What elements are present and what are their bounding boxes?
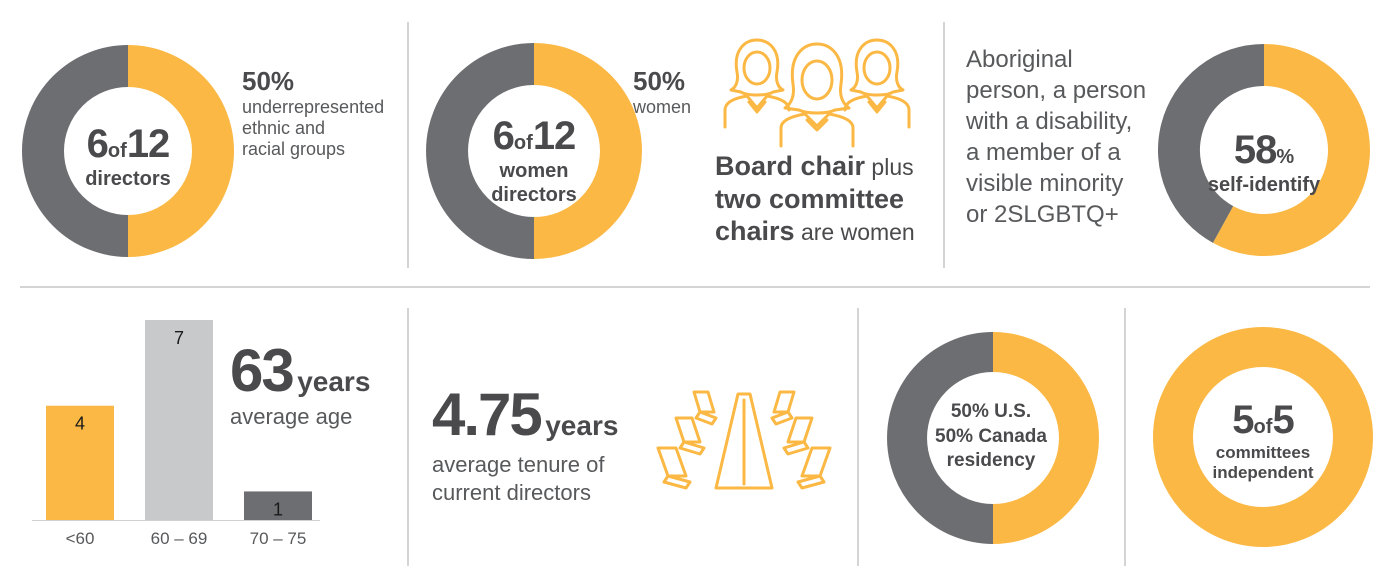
directors-diversity-donut — [22, 45, 234, 257]
women-label-1: women — [499, 160, 569, 182]
women-pct: 50% — [633, 66, 686, 96]
women-total: 12 — [532, 114, 576, 158]
ca-pct: 50 — [935, 426, 957, 447]
committees-label-1: committees — [1215, 443, 1311, 462]
age-bar-category-1: 60 – 69 — [151, 529, 208, 548]
age-desc: average age — [230, 404, 353, 429]
committees-label-2: independent — [1212, 463, 1314, 482]
divider — [857, 308, 859, 566]
are-women: are women — [794, 219, 915, 245]
directors-count: 6 — [86, 122, 109, 166]
age-bar-0 — [46, 405, 114, 520]
women-donut — [426, 43, 642, 259]
para-line-1: Aboriginal — [966, 46, 1073, 73]
pct-symbol: % — [1276, 146, 1295, 168]
self-identify-pct: 58 — [1233, 128, 1277, 172]
committees-donut — [1153, 327, 1373, 547]
board-chair-plus: plus — [865, 154, 914, 180]
tenure-desc-1: average tenure of — [432, 452, 605, 477]
age-bar-2 — [244, 491, 312, 520]
directors-total: 12 — [126, 122, 170, 166]
age-stat: 63 years average age — [230, 336, 370, 431]
diversity-stat: 50% underrepresented ethnic and racial g… — [242, 66, 384, 160]
board-chair-text: Board chair plus two committee chairs ar… — [715, 150, 940, 248]
donut-slice-u-s- — [887, 332, 994, 544]
donut-slice-women — [533, 43, 642, 259]
age-bar-category-0: <60 — [66, 529, 95, 548]
self-identify-label: self-identify — [1207, 174, 1321, 196]
tenure-stat: 4.75 years average tenure of current dir… — [432, 380, 618, 507]
divider — [1124, 308, 1126, 566]
diversity-pct: 50% — [242, 66, 295, 96]
divider — [407, 22, 409, 268]
tenure-desc-2: current directors — [432, 480, 591, 505]
women-center: 6of12 women directors — [445, 114, 623, 207]
para-line-6: or 2SLGBTQ+ — [966, 201, 1119, 228]
age-bar-chart: 4 <60 7 60 – 69 1 70 – 75 — [32, 320, 320, 548]
donut-slice-other — [22, 45, 129, 257]
women-group-icon — [723, 38, 911, 148]
women-count: 6 — [492, 114, 515, 158]
self-identify-paragraph: Aboriginal person, a person with a disab… — [966, 44, 1146, 230]
age-unit: years — [297, 366, 371, 397]
age-value: 63 — [230, 337, 295, 404]
women-label-2: directors — [491, 184, 577, 206]
divider — [943, 22, 945, 268]
directors-label: directors — [85, 168, 171, 190]
age-bar-value-0: 4 — [75, 414, 85, 434]
of-text: of — [1253, 416, 1273, 438]
chairs: chairs — [715, 216, 795, 246]
board-chair-bold: Board chair — [715, 151, 866, 181]
committees-count: 5 — [1232, 398, 1254, 442]
directors-diversity-center: 6of12 directors — [40, 122, 216, 191]
para-line-3: with a disability, — [966, 108, 1133, 135]
self-identify-center: 58% self-identify — [1176, 128, 1352, 197]
committees-center: 5of5 committees independent — [1173, 398, 1353, 483]
of-text: of — [513, 132, 533, 154]
two-committee: two committee — [715, 184, 905, 214]
boardroom-table-icon — [656, 390, 832, 490]
ca-label: % Canada — [956, 426, 1047, 447]
women-pct-label: women — [633, 97, 692, 117]
divider — [20, 286, 1370, 288]
divider — [407, 308, 409, 566]
donut-slice-independent — [1153, 327, 1373, 547]
donut-slice-canada — [992, 332, 1099, 544]
self-identify-donut — [1158, 44, 1370, 256]
age-bar-1 — [145, 320, 213, 520]
diversity-desc-3: racial groups — [242, 139, 346, 159]
age-bar-value-1: 7 — [174, 328, 184, 348]
committees-total: 5 — [1272, 398, 1294, 442]
donut-slice-other — [1158, 44, 1265, 243]
donut-slice-self-identify — [1212, 44, 1370, 256]
women-stat: 50% women — [633, 66, 691, 118]
donut-slice-underrepresented-ethnic-and-racial-groups — [127, 45, 234, 257]
donut-slice-other — [426, 43, 535, 259]
tenure-value: 4.75 — [432, 381, 543, 448]
of-text: of — [107, 140, 127, 162]
tenure-unit: years — [545, 410, 619, 441]
para-line-4: a member of a — [966, 139, 1121, 166]
age-bar-category-2: 70 – 75 — [250, 529, 307, 548]
para-line-5: visible minority — [966, 170, 1124, 197]
residency-label: residency — [946, 450, 1036, 471]
para-line-2: person, a person — [966, 77, 1147, 104]
residency-donut — [887, 332, 1099, 544]
diversity-desc-1: underrepresented — [242, 97, 385, 117]
us-label: % U.S. — [972, 401, 1032, 422]
us-pct: 50 — [950, 401, 972, 422]
age-bar-value-2: 1 — [273, 499, 283, 519]
residency-center: 50% U.S. 50% Canada residency — [906, 400, 1076, 473]
diversity-desc-2: ethnic and — [242, 118, 326, 138]
